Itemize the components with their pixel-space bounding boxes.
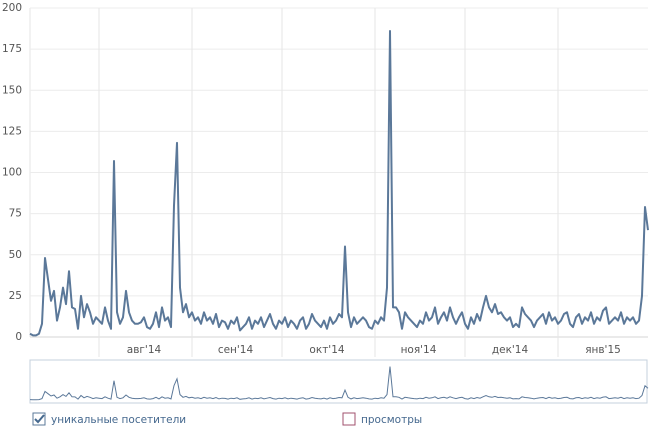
- legend-check: [34, 414, 45, 424]
- x-tick-label: ноя'14: [401, 344, 437, 356]
- legend-checkbox[interactable]: [342, 412, 356, 426]
- y-tick-label: 125: [2, 125, 22, 137]
- y-tick-label: 100: [2, 167, 22, 179]
- navigator-line: [29, 366, 649, 401]
- x-tick-label: янв'15: [585, 344, 621, 356]
- series-line: [29, 30, 649, 337]
- legend-label[interactable]: просмотры: [361, 414, 422, 426]
- y-tick-label: 75: [9, 208, 22, 220]
- x-tick-label: авг'14: [127, 344, 162, 356]
- y-tick-label: 50: [9, 249, 22, 261]
- x-tick-label: окт'14: [309, 344, 344, 356]
- y-tick-label: 150: [2, 84, 22, 96]
- y-tick-label: 200: [2, 2, 22, 14]
- y-tick-label: 175: [2, 43, 22, 55]
- y-tick-label: 0: [15, 331, 22, 343]
- legend-label[interactable]: уникальные посетители: [51, 414, 186, 426]
- navigator-frame[interactable]: [29, 359, 648, 404]
- x-tick-label: дек'14: [492, 344, 529, 356]
- x-tick-label: сен'14: [218, 344, 254, 356]
- y-tick-label: 25: [9, 290, 22, 302]
